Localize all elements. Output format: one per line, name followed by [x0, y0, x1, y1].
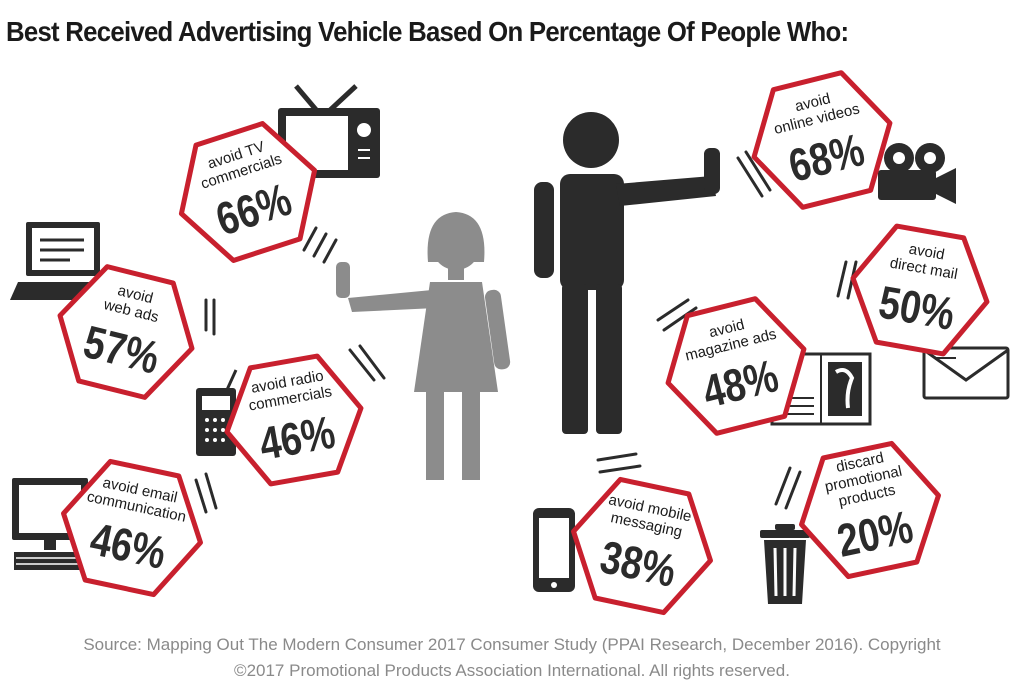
motion-marks — [194, 150, 858, 514]
badge-hexagon — [751, 70, 893, 210]
source-line-1: Source: Mapping Out The Modern Consumer … — [83, 635, 941, 654]
badge-hexagon — [571, 476, 713, 616]
badge-hexagon — [57, 264, 195, 400]
badge-hexagon — [665, 296, 807, 436]
badge-hexagon — [178, 121, 318, 263]
man-figure — [534, 112, 720, 434]
badge-hexagon — [850, 223, 990, 357]
smartphone-icon — [533, 508, 575, 592]
video-camera-icon — [878, 143, 956, 204]
woman-figure — [336, 212, 511, 480]
source-line-2: ©2017 Promotional Products Association I… — [234, 661, 790, 680]
envelope-icon — [922, 346, 1010, 400]
badge-hexagon — [61, 458, 203, 598]
badge-label-line: avoid — [908, 241, 946, 264]
page-title: Best Received Advertising Vehicle Based … — [6, 16, 849, 47]
badge-hexagon — [799, 440, 941, 580]
radio-icon — [196, 369, 238, 456]
badge-hexagon — [224, 353, 364, 487]
trash-can-icon — [760, 524, 810, 604]
